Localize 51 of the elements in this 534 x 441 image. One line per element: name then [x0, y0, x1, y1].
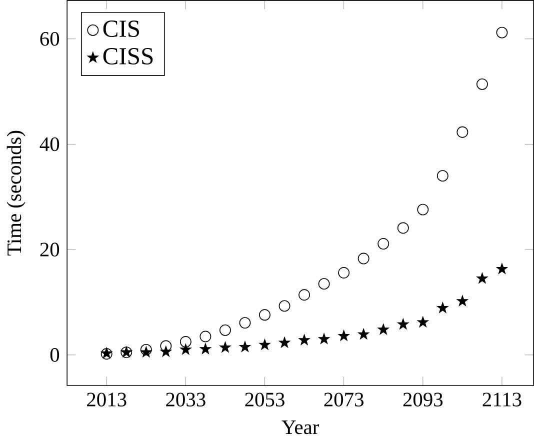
- legend-label: CIS: [103, 20, 139, 38]
- x-tick-label: 2113: [482, 392, 522, 406]
- point: [338, 330, 350, 341]
- x-tick-label: 2073: [324, 392, 364, 407]
- point: [476, 272, 488, 284]
- point: [436, 170, 448, 182]
- point: [240, 341, 250, 352]
- x-tick-label: 2033: [166, 392, 206, 407]
- x-tick-label: 2093: [403, 392, 443, 407]
- x-tick-label: 2053: [245, 392, 284, 407]
- y-tick-label: 0: [50, 348, 60, 362]
- x-tick-label: 2013: [87, 392, 126, 407]
- point: [437, 302, 448, 313]
- point: [200, 343, 211, 354]
- point: [318, 278, 330, 290]
- point: [220, 342, 231, 352]
- point: [160, 346, 172, 356]
- point: [278, 300, 290, 312]
- point: [417, 316, 428, 327]
- point: [476, 78, 488, 90]
- point: [398, 318, 409, 330]
- y-tick-label: 20: [40, 242, 60, 256]
- point: [140, 344, 152, 356]
- point: [397, 222, 409, 234]
- legend-label: CISS: [103, 48, 153, 65]
- point: [140, 346, 152, 358]
- point: [378, 238, 390, 250]
- point: [318, 333, 330, 344]
- y-tick-label: 40: [40, 137, 60, 152]
- point: [417, 204, 429, 216]
- point: [496, 26, 508, 38]
- point: [200, 330, 212, 342]
- point: [456, 126, 468, 138]
- point: [298, 289, 310, 301]
- point: [358, 252, 370, 264]
- point: [298, 334, 310, 345]
- point: [259, 309, 270, 321]
- point: [279, 337, 290, 348]
- point: [358, 328, 370, 340]
- point: [239, 317, 251, 329]
- point: [259, 339, 270, 350]
- point: [219, 324, 231, 336]
- x-axis-title: Year: [282, 420, 320, 434]
- y-axis-title: Time (seconds): [6, 130, 26, 256]
- y-tick-label: 60: [40, 32, 60, 46]
- point: [338, 267, 350, 278]
- point: [180, 344, 192, 354]
- point: [180, 336, 192, 348]
- point: [378, 324, 389, 334]
- point: [496, 263, 508, 274]
- point: [456, 295, 468, 306]
